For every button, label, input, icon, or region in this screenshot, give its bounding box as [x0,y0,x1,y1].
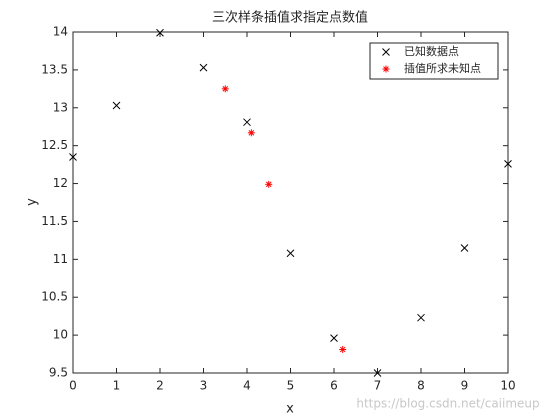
y-tick-label: 14 [53,25,68,39]
y-tick-label: 10.5 [41,290,68,304]
marker-stroke [460,244,469,252]
point [221,85,229,93]
y-tick-label: 13 [53,100,68,114]
marker-stroke [243,118,251,127]
marker-stroke [417,313,425,322]
point [69,153,77,161]
marker-stroke [504,159,512,168]
marker-stroke [339,346,346,353]
point [247,129,255,137]
legend-marker [382,48,390,56]
x-tick-label: 6 [330,379,338,393]
marker-stroke [383,66,389,72]
x-tick-label: 10 [500,379,515,393]
y-tick-label: 9.5 [49,366,68,380]
y-tick-label: 11.5 [41,214,68,228]
marker-stroke [382,48,390,56]
point [286,249,295,258]
marker-stroke [156,28,164,37]
x-axis-label: x [286,402,294,417]
marker-stroke [248,129,255,136]
y-tick-label: 12 [53,176,68,190]
x-tick-label: 0 [69,379,77,393]
legend-label: 已知数据点 [404,44,459,58]
point [460,244,469,252]
point [504,159,512,168]
y-tick-label: 10 [53,328,68,342]
point [112,101,121,110]
marker-stroke [199,63,208,72]
y-tick-label: 12.5 [41,138,68,152]
x-tick-label: 4 [243,379,251,393]
x-tick-label: 5 [287,379,295,393]
marker-stroke [69,153,77,161]
point [373,369,382,377]
legend-box [369,42,499,80]
y-tick-label: 13.5 [41,62,68,76]
watermark: https://blog.csdn.net/caiimeup [356,397,539,411]
point [330,334,338,342]
x-tick-label: 9 [461,379,469,393]
y-axis-label: y [25,198,40,206]
point [417,313,425,322]
x-tick-label: 7 [374,379,382,393]
x-tick-label: 8 [417,379,425,393]
point [339,346,347,354]
marker-stroke [265,181,272,188]
y-tick-label: 11 [53,252,68,266]
marker-stroke [330,334,338,342]
x-tick-label: 1 [113,379,121,393]
marker-stroke [373,369,382,377]
point [243,118,251,127]
point [156,28,164,37]
legend-label: 插值所求未知点 [404,61,481,75]
marker-stroke [222,86,229,92]
marker-stroke [112,101,121,110]
point [265,180,273,188]
x-tick-label: 3 [200,379,208,393]
marker-stroke [286,249,295,258]
chart-title: 三次样条插值求指定点数值 [212,10,368,26]
x-tick-label: 2 [156,379,164,393]
point [199,63,208,72]
legend-marker [382,65,390,73]
